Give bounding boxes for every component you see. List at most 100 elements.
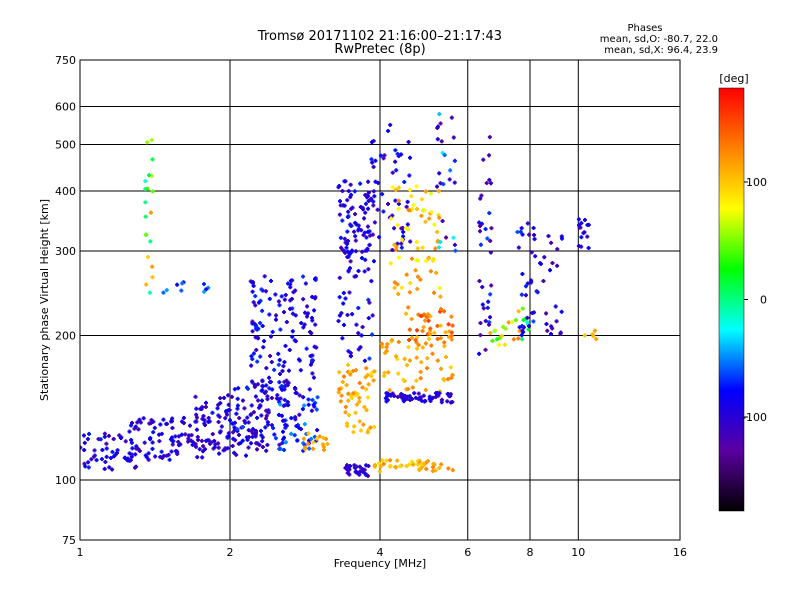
- scatter-point: [195, 455, 200, 460]
- scatter-point: [118, 436, 123, 441]
- scatter-point: [193, 441, 198, 446]
- scatter-point: [277, 446, 282, 451]
- scatter-point: [160, 455, 165, 460]
- scatter-point: [365, 195, 370, 200]
- scatter-point: [282, 397, 287, 402]
- scatter-point: [370, 332, 375, 337]
- scatter-point: [180, 281, 185, 286]
- scatter-point: [321, 444, 326, 449]
- scatter-point: [356, 269, 361, 274]
- scatter-point: [249, 354, 254, 359]
- stats-o-line: mean, sd,O: -80.7, 22.0: [600, 34, 718, 45]
- scatter-point: [449, 314, 454, 319]
- scatter-point: [420, 245, 425, 250]
- scatter-point: [317, 434, 322, 439]
- scatter-point: [273, 436, 278, 441]
- scatter-point: [150, 440, 155, 445]
- scatter-point: [339, 393, 344, 398]
- scatter-point: [513, 318, 518, 323]
- scatter-point: [366, 206, 371, 211]
- scatter-point: [388, 464, 393, 469]
- scatter-point: [554, 319, 559, 324]
- scatter-point: [142, 440, 147, 445]
- scatter-point: [180, 419, 185, 424]
- scatter-point: [511, 337, 516, 342]
- scatter-point: [237, 416, 242, 421]
- scatter-point: [320, 442, 325, 447]
- scatter-point: [337, 387, 342, 392]
- scatter-point: [396, 371, 401, 376]
- scatter-point: [231, 430, 236, 435]
- scatter-point: [269, 423, 274, 428]
- scatter-point: [283, 440, 288, 445]
- scatter-point: [371, 378, 376, 383]
- scatter-point: [277, 380, 282, 385]
- scatter-point: [323, 436, 328, 441]
- scatter-point: [310, 371, 315, 376]
- scatter-point: [394, 247, 399, 252]
- scatter-point: [82, 461, 87, 466]
- scatter-point: [303, 281, 308, 286]
- scatter-point: [404, 311, 409, 316]
- scatter-point: [253, 383, 258, 388]
- scatter-point: [86, 465, 91, 470]
- scatter-point: [416, 342, 421, 347]
- scatter-point: [341, 248, 346, 253]
- scatter-point: [264, 383, 269, 388]
- scatter-point: [282, 310, 287, 315]
- scatter-point: [530, 311, 535, 316]
- colorbar-ticks: 100 0 -100: [742, 176, 767, 424]
- scatter-point: [360, 385, 365, 390]
- scatter-point: [487, 320, 492, 325]
- plot-frame: [79, 59, 681, 541]
- scatter-point: [145, 186, 150, 191]
- scatter-point: [354, 402, 359, 407]
- scatter-point: [431, 461, 436, 466]
- scatter-point: [441, 376, 446, 381]
- scatter-point: [414, 206, 419, 211]
- scatter-point: [265, 422, 270, 427]
- scatter-point: [396, 201, 401, 206]
- scatter-point: [377, 469, 382, 474]
- scatter-point: [264, 366, 269, 371]
- scatter-point: [250, 357, 255, 362]
- scatter-point: [406, 345, 411, 350]
- scatter-point: [489, 226, 494, 231]
- scatter-point: [161, 290, 166, 295]
- scatter-point: [348, 195, 353, 200]
- scatter-point: [389, 338, 394, 343]
- scatter-point: [424, 466, 429, 471]
- scatter-point: [143, 187, 148, 192]
- scatter-point: [585, 222, 590, 227]
- scatter-point: [396, 185, 401, 190]
- scatter-point: [268, 353, 273, 358]
- scatter-point: [193, 394, 198, 399]
- scatter-point: [261, 345, 266, 350]
- scatter-point: [168, 437, 173, 442]
- scatter-point: [358, 428, 363, 433]
- scatter-point: [277, 442, 282, 447]
- scatter-point: [483, 319, 488, 324]
- scatter-point: [529, 278, 534, 283]
- scatter-point: [407, 187, 412, 192]
- scatter-point: [425, 356, 430, 361]
- scatter-point: [406, 139, 411, 144]
- scatter-point: [141, 416, 146, 421]
- scatter-point: [251, 351, 256, 356]
- scatter-point: [262, 339, 267, 344]
- scatter-point: [293, 417, 298, 422]
- scatter-point: [216, 402, 221, 407]
- scatter-point: [153, 454, 158, 459]
- scatter-point: [550, 326, 555, 331]
- scatter-point: [428, 269, 433, 274]
- scatter-point: [145, 255, 150, 260]
- scatter-point: [451, 235, 456, 240]
- scatter-point: [186, 436, 191, 441]
- scatter-point: [435, 337, 440, 342]
- y-tick-label: 200: [55, 330, 76, 343]
- scatter-point: [345, 238, 350, 243]
- scatter-point: [404, 204, 409, 209]
- scatter-point: [382, 153, 387, 158]
- scatter-point: [226, 434, 231, 439]
- scatter-point: [313, 296, 318, 301]
